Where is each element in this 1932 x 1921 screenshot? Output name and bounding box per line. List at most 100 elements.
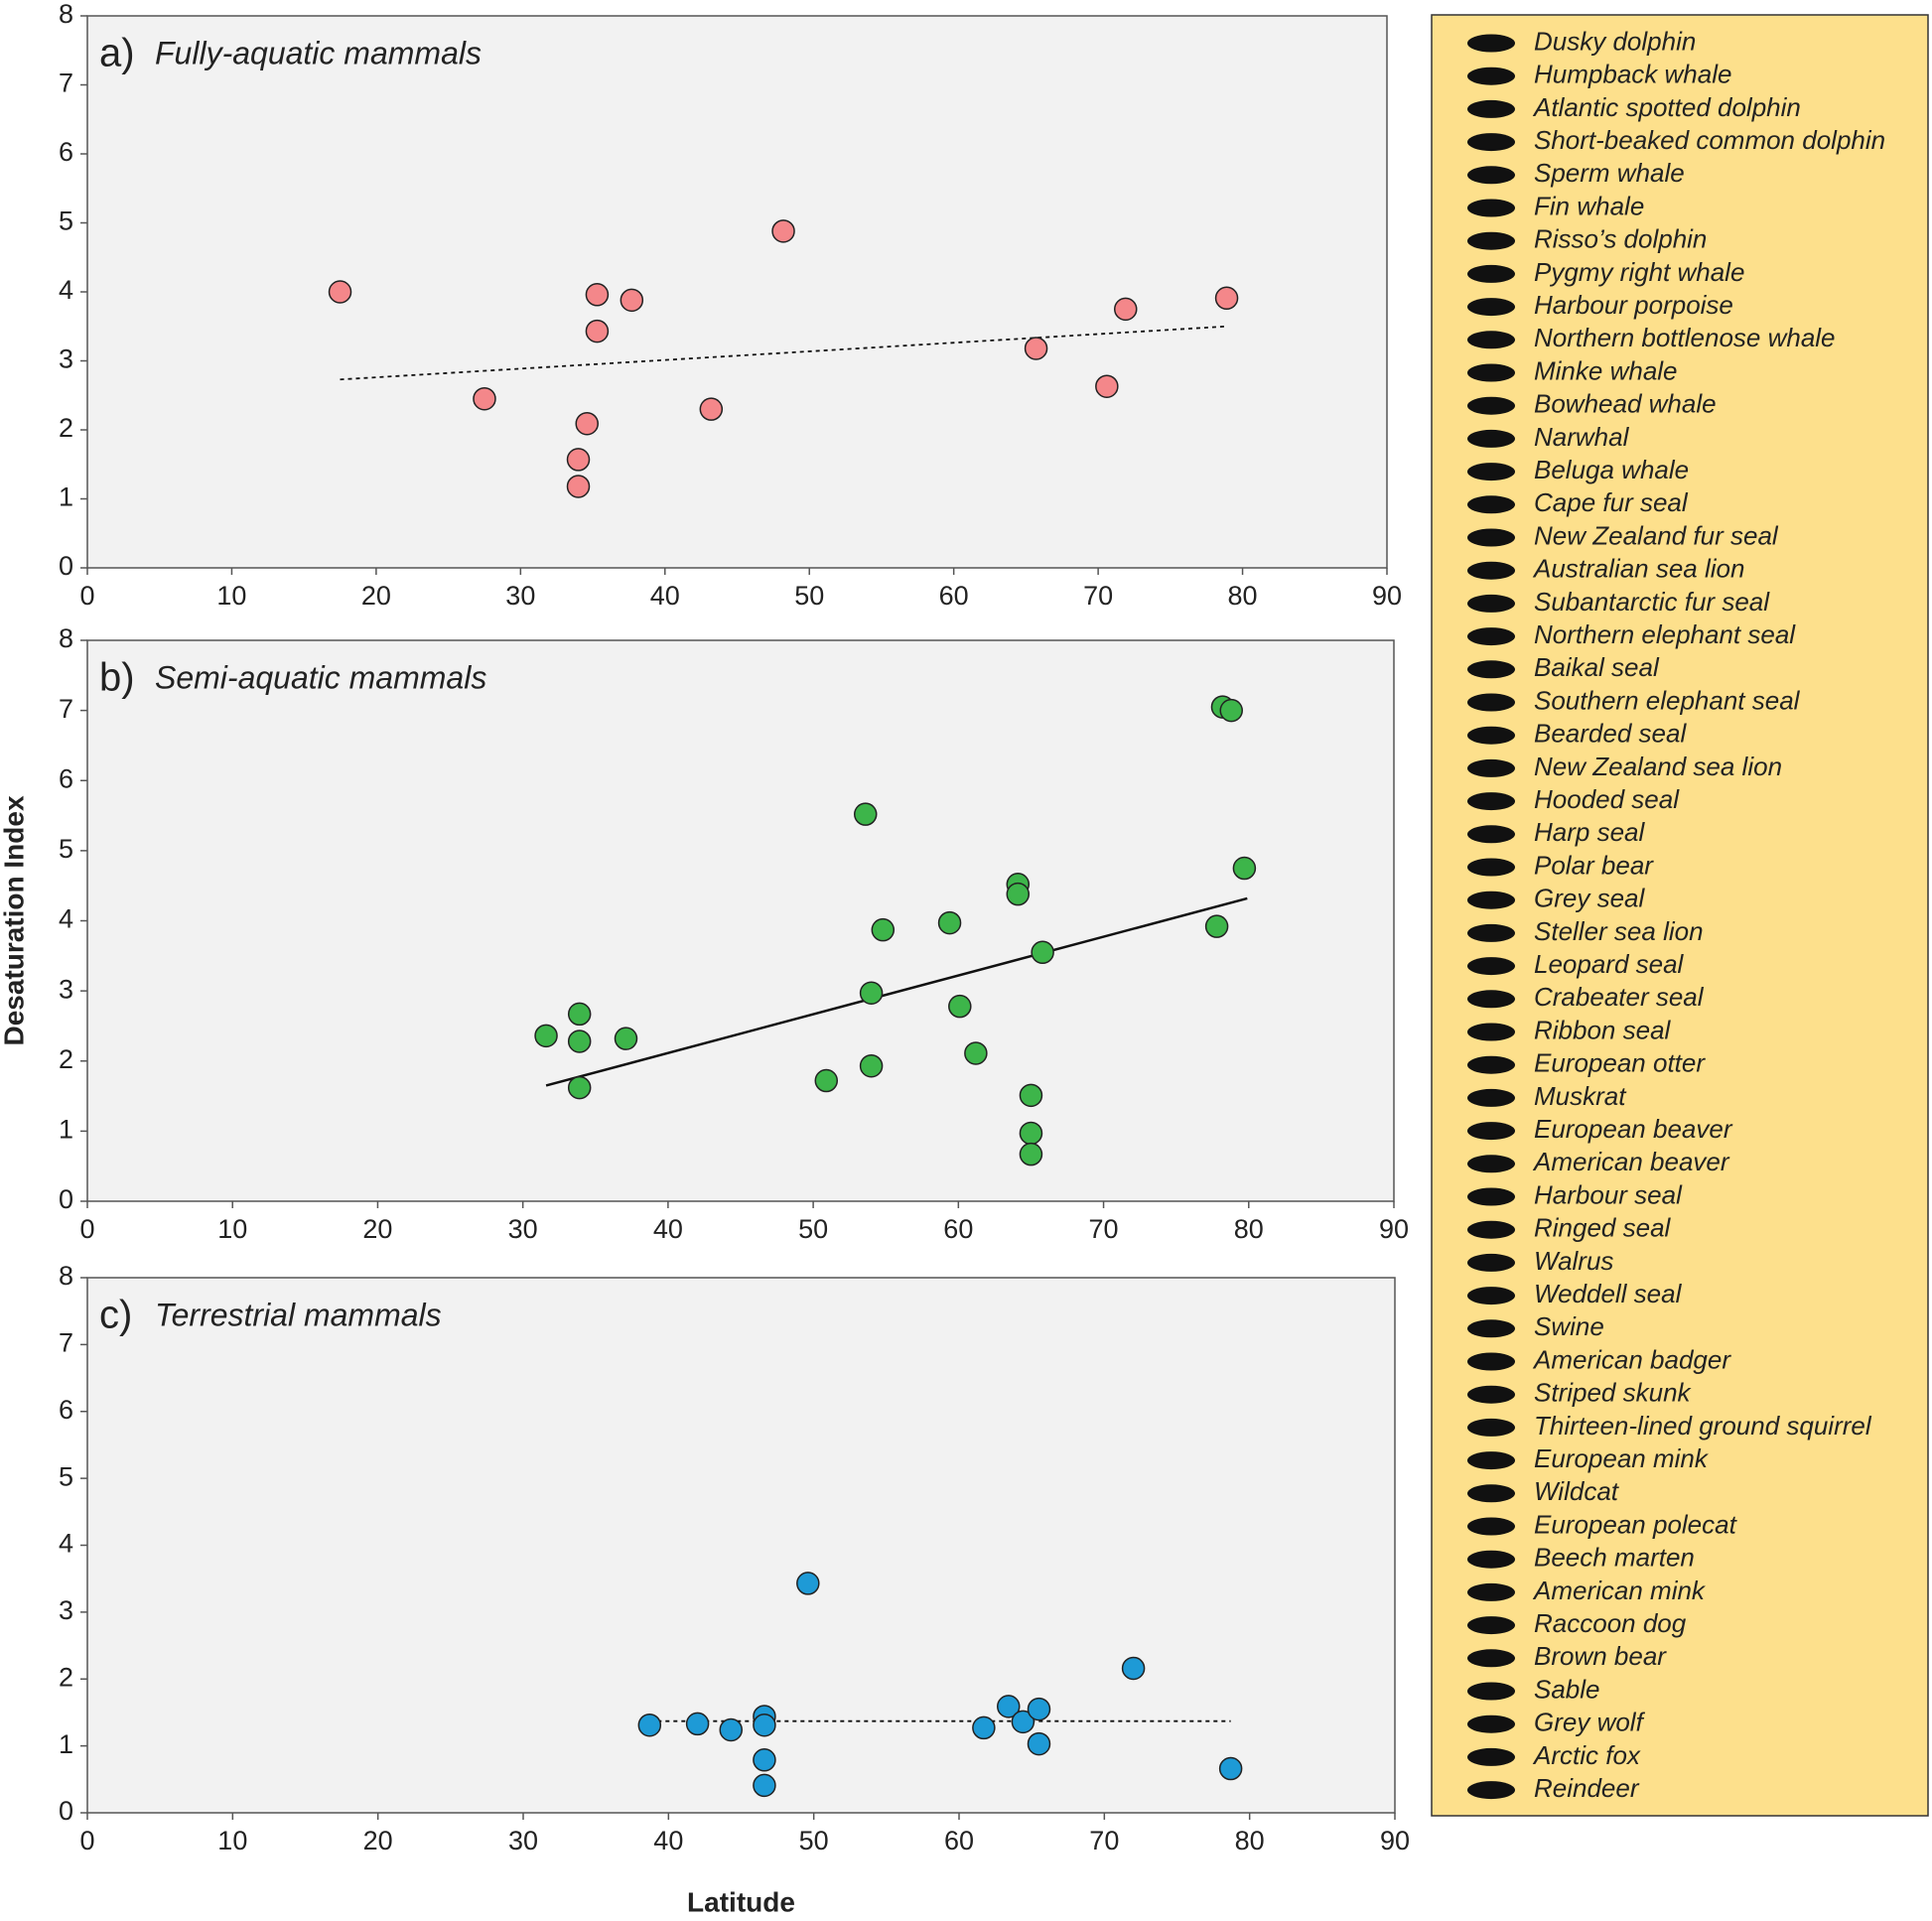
y-tick-label: 0 xyxy=(59,1184,73,1214)
legend-icon xyxy=(1467,363,1515,382)
y-tick-label: 1 xyxy=(59,482,73,512)
x-tick-label: 70 xyxy=(1089,1826,1119,1855)
point xyxy=(566,475,591,498)
y-axis-label: Desaturation Index xyxy=(0,795,29,1045)
legend-label: Harbour porpoise xyxy=(1534,290,1733,320)
x-tick-label: 10 xyxy=(217,1214,247,1244)
y-tick-label: 8 xyxy=(59,0,73,29)
legend-icon xyxy=(1467,792,1515,811)
legend-icon xyxy=(1467,1023,1515,1041)
legend-label: Sperm whale xyxy=(1534,158,1685,188)
legend-box xyxy=(1431,14,1929,1817)
x-tick-label: 50 xyxy=(798,1214,828,1244)
panel-label: b) xyxy=(99,656,135,700)
point xyxy=(753,1748,776,1772)
legend-icon xyxy=(1467,825,1515,844)
x-tick-label: 10 xyxy=(217,1826,247,1855)
legend-label: Cape fur seal xyxy=(1534,487,1689,517)
x-tick-label: 70 xyxy=(1089,1214,1119,1244)
x-tick-label: 70 xyxy=(1083,581,1113,611)
x-tick-label: 80 xyxy=(1228,581,1258,611)
point xyxy=(567,1029,592,1053)
x-tick-label: 30 xyxy=(508,1826,538,1855)
panel-title: Semi-aquatic mammals xyxy=(155,659,486,695)
y-tick-label: 5 xyxy=(59,1461,73,1491)
point xyxy=(854,802,878,826)
legend-icon xyxy=(1467,199,1515,217)
x-tick-label: 40 xyxy=(653,1826,683,1855)
legend-icon xyxy=(1467,331,1515,349)
x-tick-label: 0 xyxy=(79,581,94,611)
point xyxy=(1027,1731,1051,1756)
x-tick-label: 30 xyxy=(508,1214,538,1244)
y-tick-label: 8 xyxy=(59,623,73,653)
x-tick-label: 80 xyxy=(1235,1826,1265,1855)
legend-icon xyxy=(1467,1682,1515,1701)
legend-label: American badger xyxy=(1532,1344,1731,1374)
x-tick-label: 20 xyxy=(362,1214,392,1244)
legend-label: Walrus xyxy=(1534,1246,1613,1276)
legend-icon xyxy=(1467,923,1515,942)
y-tick-label: 6 xyxy=(59,137,73,167)
legend-label: Bearded seal xyxy=(1534,719,1687,749)
legend-icon xyxy=(1467,1715,1515,1733)
x-tick-label: 40 xyxy=(650,581,680,611)
x-tick-label: 90 xyxy=(1379,1214,1409,1244)
y-tick-label: 4 xyxy=(59,275,73,305)
point xyxy=(964,1041,988,1065)
x-tick-label: 50 xyxy=(799,1826,829,1855)
point xyxy=(753,1773,776,1798)
legend-icon xyxy=(1467,1451,1515,1470)
point xyxy=(1011,1710,1035,1734)
point xyxy=(534,1024,558,1048)
y-tick-label: 4 xyxy=(59,1529,73,1559)
point xyxy=(614,1027,638,1050)
legend-icon xyxy=(1467,166,1515,185)
point xyxy=(1121,1656,1146,1681)
y-tick-label: 7 xyxy=(59,694,73,724)
legend-icon xyxy=(1467,133,1515,152)
legend-label: European otter xyxy=(1534,1048,1706,1078)
legend-label: Dusky dolphin xyxy=(1534,26,1696,56)
legend-label: Brown bear xyxy=(1534,1641,1667,1671)
y-tick-label: 5 xyxy=(59,206,73,236)
legend-label: Risso’s dolphin xyxy=(1534,224,1707,254)
legend-label: Beech marten xyxy=(1534,1543,1695,1573)
point xyxy=(1019,1121,1043,1146)
y-tick-label: 5 xyxy=(59,834,73,864)
point xyxy=(1095,374,1119,398)
point xyxy=(473,386,496,411)
x-tick-label: 0 xyxy=(79,1214,94,1244)
legend-label: Australian sea lion xyxy=(1532,554,1744,584)
legend-icon xyxy=(1467,1187,1515,1206)
panel-label: a) xyxy=(99,32,135,75)
y-tick-label: 7 xyxy=(59,69,73,98)
legend-label: Bowhead whale xyxy=(1534,389,1717,419)
x-tick-label: 60 xyxy=(939,581,969,611)
x-tick-label: 50 xyxy=(794,581,824,611)
x-tick-label: 90 xyxy=(1380,1826,1410,1855)
legend-label: New Zealand sea lion xyxy=(1534,752,1782,781)
point xyxy=(972,1715,996,1740)
point xyxy=(637,1713,662,1737)
point xyxy=(1218,1756,1243,1781)
point xyxy=(1006,882,1031,906)
legend-label: Subantarctic fur seal xyxy=(1534,587,1770,617)
legend-icon xyxy=(1467,429,1515,448)
y-tick-label: 2 xyxy=(59,1662,73,1692)
legend-label: New Zealand fur seal xyxy=(1534,520,1779,550)
legend-label: Harp seal xyxy=(1534,817,1645,847)
legend-label: European beaver xyxy=(1534,1114,1733,1144)
y-tick-label: 8 xyxy=(59,1261,73,1291)
plot-area xyxy=(86,15,1388,569)
legend-label: Northern elephant seal xyxy=(1534,619,1796,649)
legend-label: Baikal seal xyxy=(1534,652,1660,682)
point xyxy=(1219,698,1243,723)
plot-area xyxy=(86,1277,1396,1814)
legend-label: Beluga whale xyxy=(1534,455,1689,484)
legend-icon xyxy=(1467,1155,1515,1173)
point xyxy=(771,219,795,243)
point xyxy=(620,288,644,313)
point xyxy=(997,1695,1021,1718)
